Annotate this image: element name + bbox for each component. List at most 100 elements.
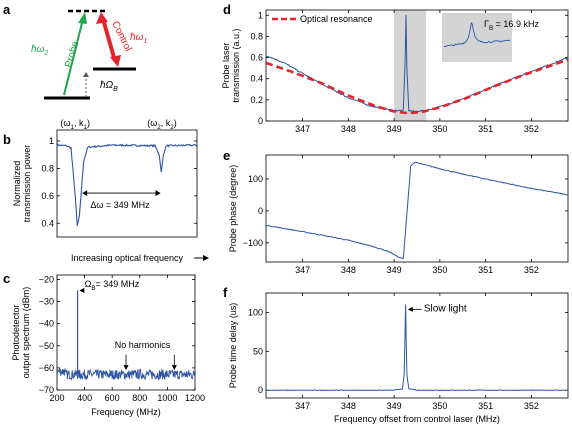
y-tick-label: 0.4 bbox=[41, 218, 54, 228]
plot-frame bbox=[265, 154, 569, 263]
chart-c: 200 400 600 800 1000 1200 −20 −30 −40 −50 −60 −70 Ph… bbox=[11, 274, 205, 417]
x-tick-label: 350 bbox=[432, 401, 447, 411]
panel-letter-d: d bbox=[223, 2, 231, 17]
y-tick-label: 1 bbox=[49, 136, 54, 146]
x-tick-label: 351 bbox=[478, 265, 493, 275]
probe-label: Probe bbox=[63, 40, 81, 69]
x-axis-arrowhead bbox=[203, 255, 209, 261]
x-tick-label: 350 bbox=[432, 124, 447, 134]
panel-letter-a: a bbox=[3, 2, 11, 17]
shaded-region bbox=[394, 10, 427, 121]
x-tick-label: 347 bbox=[295, 401, 310, 411]
y-tick-label: 0.2 bbox=[250, 95, 263, 105]
y-axis-label: Photodetectoroutput spectrum (dBm) bbox=[11, 287, 31, 379]
panel-letter-e: e bbox=[223, 148, 230, 163]
chart-b: 0.4 0.6 0.8 1 Normalizedtransmission power In… bbox=[12, 118, 209, 263]
y-tick-label: −100 bbox=[243, 238, 263, 248]
y-tick-label: 50 bbox=[253, 346, 263, 356]
resonance-2-label: (ω2, k2) bbox=[147, 118, 177, 131]
plot-frame bbox=[265, 292, 569, 399]
inset-trace bbox=[443, 21, 511, 47]
x-tick-label: 352 bbox=[524, 401, 539, 411]
x-tick-label: 350 bbox=[432, 265, 447, 275]
chart-area: 0.4 0.6 0.8 1 Normalizedtransmission power In… bbox=[11, 9, 569, 424]
harmonic-2-pointer-head bbox=[123, 365, 129, 371]
chart-d: 347 348 349 350 351 352 0 0.2 0.4 0.6 0.8 1 Probe la… bbox=[221, 9, 569, 134]
x-tick-label: 348 bbox=[341, 401, 356, 411]
x-tick-label: 349 bbox=[387, 124, 402, 134]
x-tick-label: 348 bbox=[341, 124, 356, 134]
legend-label: Optical resonance bbox=[300, 14, 373, 24]
delta-omega-arrowhead-left bbox=[82, 190, 88, 197]
slow-light-pointer-head bbox=[407, 306, 413, 312]
x-axis-label: Frequency offset from control laser (MHz… bbox=[334, 414, 500, 424]
panel-letter-b: b bbox=[3, 132, 11, 147]
control-energy-label: ħω1 bbox=[130, 32, 147, 45]
omega-b-label: ħΩB bbox=[100, 80, 118, 93]
probe-arrowhead bbox=[78, 12, 87, 24]
x-tick-label: 800 bbox=[132, 393, 147, 403]
transmission-trace bbox=[56, 143, 198, 226]
y-tick-label: 1 bbox=[258, 10, 263, 20]
x-axis-label: Increasing optical frequency bbox=[71, 253, 184, 263]
probe-energy-label: ħω2 bbox=[31, 44, 48, 57]
chart-e: 347 348 349 350 351 352 100 0 −100 Probe phase (d… bbox=[228, 154, 569, 275]
omega-b-arrowhead bbox=[83, 72, 89, 77]
x-tick-label: 352 bbox=[524, 124, 539, 134]
y-tick-label: 0 bbox=[258, 116, 263, 126]
plot-frame bbox=[56, 274, 196, 391]
y-tick-label: 0 bbox=[258, 206, 263, 216]
x-tick-label: 349 bbox=[387, 401, 402, 411]
delta-omega-label: Δω = 349 MHz bbox=[90, 200, 150, 210]
control-arrow bbox=[101, 18, 117, 62]
x-tick-label: 600 bbox=[105, 393, 120, 403]
resonance-1-label: (ω1, k1) bbox=[60, 118, 90, 131]
y-tick-label: −40 bbox=[39, 319, 54, 329]
x-tick-label: 352 bbox=[524, 265, 539, 275]
x-axis-label: Frequency (MHz) bbox=[91, 407, 161, 417]
inset-panel bbox=[442, 13, 512, 62]
y-tick-label: 100 bbox=[248, 307, 263, 317]
y-tick-label: −30 bbox=[39, 297, 54, 307]
peak-label: ΩB= 349 MHz bbox=[85, 279, 140, 292]
panel-letter-c: c bbox=[3, 271, 10, 286]
plot-frame bbox=[265, 9, 569, 122]
probe-arrow bbox=[63, 18, 84, 96]
x-tick-label: 400 bbox=[77, 393, 92, 403]
y-tick-label: −70 bbox=[39, 385, 54, 395]
y-axis-label: Probe lasertransmission (a.u.) bbox=[221, 28, 241, 102]
y-tick-label: 0.4 bbox=[250, 74, 263, 84]
x-tick-label: 1000 bbox=[157, 393, 177, 403]
y-tick-label: 0.8 bbox=[250, 31, 263, 41]
chart-f: 347 348 349 350 351 352 0 50 100 Probe time delay… bbox=[228, 292, 569, 424]
x-tick-label: 347 bbox=[295, 265, 310, 275]
delay-trace bbox=[266, 304, 569, 392]
x-tick-label: 351 bbox=[478, 124, 493, 134]
noise-trace bbox=[56, 368, 196, 381]
no-harmonics-label: No harmonics bbox=[115, 340, 171, 350]
inset-linewidth-label: ΓB = 16.9 kHz bbox=[484, 19, 539, 32]
y-tick-label: 0.6 bbox=[250, 53, 263, 63]
energy-level-diagram: Probe ħω2 Control ħω1 ħΩB bbox=[31, 9, 147, 100]
plot-frame bbox=[56, 129, 198, 238]
x-tick-label: 348 bbox=[341, 265, 356, 275]
slow-light-label: Slow light bbox=[424, 304, 467, 315]
y-tick-label: 0 bbox=[258, 385, 263, 395]
control-arrowhead-top bbox=[96, 12, 108, 24]
delta-omega-arrowhead-right bbox=[155, 190, 161, 197]
x-tick-label: 1200 bbox=[185, 393, 205, 403]
y-tick-label: 100 bbox=[248, 174, 263, 184]
y-axis-label: Normalizedtransmission power bbox=[12, 145, 32, 223]
y-axis-label: Probe phase (degree) bbox=[228, 165, 238, 253]
optical-resonance-fit bbox=[265, 58, 569, 115]
harmonic-3-pointer-head bbox=[171, 365, 177, 371]
x-tick-label: 349 bbox=[387, 265, 402, 275]
x-tick-label: 351 bbox=[478, 401, 493, 411]
x-tick-label: 200 bbox=[49, 393, 64, 403]
x-tick-label: 347 bbox=[295, 124, 310, 134]
y-axis-label: Probe time delay (us) bbox=[228, 303, 238, 389]
y-tick-label: −50 bbox=[39, 341, 54, 351]
control-arrowhead-bottom bbox=[110, 55, 121, 67]
y-tick-label: 0.6 bbox=[41, 191, 54, 201]
phase-trace bbox=[265, 161, 569, 260]
